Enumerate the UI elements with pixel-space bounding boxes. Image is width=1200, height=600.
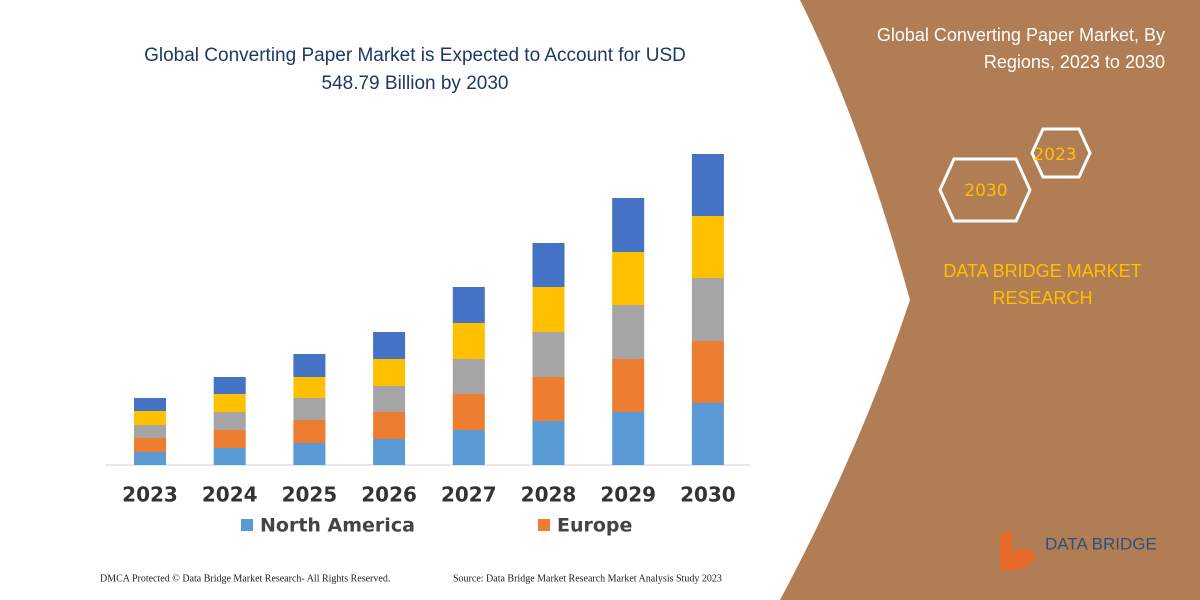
bar-segment	[452, 430, 485, 465]
bar-segment	[373, 359, 406, 386]
panel-title: Global Converting Paper Market, By Regio…	[876, 25, 1165, 72]
bar-segment	[612, 252, 645, 305]
bar-segment	[612, 198, 645, 252]
x-tick-label: 2030	[680, 483, 736, 507]
bar-segment	[373, 439, 406, 465]
bar-segment	[293, 354, 326, 377]
bar-segment	[213, 377, 246, 394]
bar-segment	[452, 287, 485, 323]
x-tick-label: 2024	[202, 483, 258, 507]
bar-segment	[134, 438, 166, 452]
bar-segment	[691, 341, 724, 403]
x-tick-label: 2027	[441, 483, 497, 507]
bar-segment	[293, 377, 326, 398]
bar-segment	[612, 359, 645, 412]
footer-copyright: DMCA Protected © Data Bridge Market Rese…	[100, 573, 390, 584]
side-panel	[780, 0, 1200, 600]
bar-segment	[532, 287, 565, 332]
brand: DATA BRIDGE MARKET RESEARCH	[943, 261, 1142, 308]
legend-swatch	[538, 519, 550, 531]
x-tick-label: 2026	[361, 483, 417, 507]
footer-source: Source: Data Bridge Market Research Mark…	[453, 573, 722, 584]
bar-segment	[452, 323, 485, 359]
hexagon	[938, 157, 1032, 223]
bar-segment	[134, 411, 166, 425]
hexagon-label: 2030	[964, 181, 1007, 201]
bar-segment	[452, 359, 485, 394]
bar-segment	[532, 377, 565, 421]
hexagon	[1030, 127, 1092, 179]
bar-segment	[213, 430, 246, 448]
bar-segment	[373, 412, 406, 439]
bar-segment	[213, 448, 246, 465]
bar-segment	[213, 394, 246, 412]
logo-icon	[1000, 529, 1036, 571]
legend-label: North America	[260, 515, 415, 537]
bar-segment	[532, 243, 565, 287]
bar-segment	[213, 412, 246, 430]
bar-segment	[532, 421, 565, 465]
bar-segment	[612, 412, 645, 465]
bar-segment	[293, 398, 326, 420]
x-tick-label: 2025	[282, 483, 338, 507]
logo-text: DATA BRIDGE	[1045, 534, 1157, 553]
bar-segment	[134, 398, 166, 411]
bar-segment	[532, 332, 565, 377]
bar-segment	[373, 332, 406, 359]
bar-segment	[612, 305, 645, 359]
x-tick-label: 2028	[521, 483, 577, 507]
bar-segment	[134, 452, 166, 465]
legend-label: Europe	[557, 515, 632, 537]
bar-segment	[293, 420, 326, 443]
chart-title: Global Converting Paper Market is Expect…	[144, 45, 686, 94]
bar-segment	[691, 403, 724, 465]
x-tick-label: 2029	[600, 483, 656, 507]
bar-segment	[373, 386, 406, 412]
x-tick-label: 2023	[122, 483, 178, 507]
hexagon-label: 2023	[1033, 145, 1076, 165]
bar-segment	[134, 425, 166, 438]
bar-segment	[452, 394, 485, 430]
bar-segment	[691, 278, 724, 341]
bar-segment	[691, 154, 724, 216]
bar-segment	[293, 443, 326, 465]
legend-swatch	[241, 519, 253, 531]
bar-segment	[691, 216, 724, 278]
